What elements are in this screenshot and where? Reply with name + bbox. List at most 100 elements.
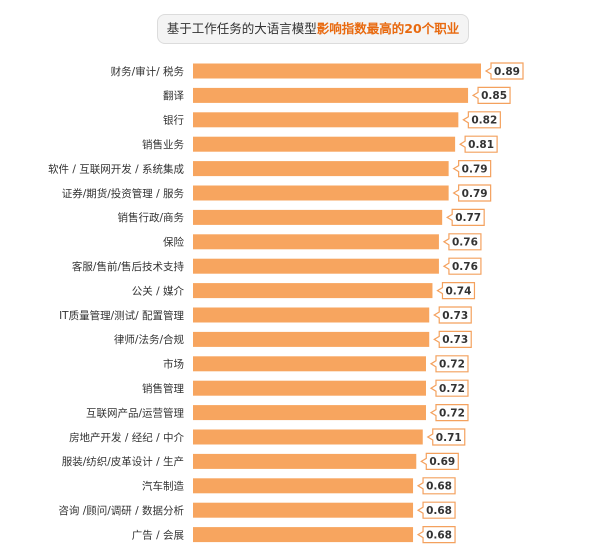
bar-row: 广告 / 会展 0.68 [132,526,456,544]
bar [193,429,423,445]
value-label: 0.68 [426,529,452,541]
value-callout [416,526,456,544]
value-callout [471,86,511,104]
bar-row: 银行 0.82 [163,111,501,129]
value-label: 0.79 [462,163,488,175]
bar-row: 销售业务 0.81 [142,135,498,153]
bar-row: 财务/审计/ 税务 0.89 [111,62,524,80]
value-label: 0.73 [442,310,468,322]
bar [193,234,439,250]
category-label: 汽车制造 [142,480,184,493]
value-callout [452,184,492,202]
category-label: IT质量管理/测试/ 配置管理 [59,309,184,322]
category-label: 销售管理 [142,382,184,395]
value-callout [452,160,492,178]
bar [193,478,414,494]
bar [193,185,449,201]
bar [193,307,430,323]
value-label: 0.68 [426,481,452,493]
value-label: 0.82 [471,115,497,127]
bar [193,380,426,396]
category-label: 咨询 /顾问/调研 / 数据分析 [58,504,184,517]
value-callout [420,452,459,470]
value-callout [442,257,482,275]
value-callout [416,477,456,495]
value-callout [429,404,469,422]
chart-title-highlight: 影响指数最高的20个职业 [316,21,460,36]
value-callout [484,62,524,80]
chart-title: 基于工作任务的大语言模型影响指数最高的20个职业 [157,14,469,44]
value-callout [433,306,472,324]
bar-row: 公关 / 媒介 0.74 [132,282,476,300]
category-label: 银行 [163,114,184,127]
bar [193,136,456,152]
category-label: 广告 / 会展 [132,528,185,541]
value-callout [458,135,498,153]
value-label: 0.72 [439,359,465,371]
bar-row: 房地产开发 / 经纪 / 中介 0.71 [69,428,466,446]
bar [193,258,439,274]
bar-row: 汽车制造 0.68 [142,477,456,495]
value-callout [433,330,472,348]
bar-row: 证券/期货/投资管理 / 服务 0.79 [62,184,492,202]
value-label: 0.73 [442,334,468,346]
bar-row: 翻译 0.85 [163,86,511,104]
category-label: 软件 / 互联网开发 / 系统集成 [48,162,184,175]
bar-row: 销售管理 0.72 [142,379,469,397]
category-label: 保险 [163,236,184,249]
bar-row: 律师/法务/合规 0.73 [114,330,472,348]
category-label: 证券/期货/投资管理 / 服务 [62,187,185,200]
value-label: 0.72 [439,383,465,395]
bar [193,405,426,421]
bar [193,356,426,372]
value-callout [426,428,466,446]
bar-row: 服装/纺织/皮革设计 / 生产 0.69 [62,452,459,470]
category-label: 市场 [163,358,184,371]
category-label: 公关 / 媒介 [132,284,185,297]
value-callout [416,501,456,519]
category-label: 财务/审计/ 税务 [111,65,185,78]
bar-row: 市场 0.72 [163,355,469,373]
bar [193,112,459,128]
category-label: 销售行政/商务 [117,211,184,224]
value-callout [446,208,485,226]
value-label: 0.71 [436,432,462,444]
bar-row: 软件 / 互联网开发 / 系统集成 0.79 [48,160,492,178]
value-label: 0.76 [452,261,478,273]
category-label: 翻译 [163,89,184,102]
value-label: 0.76 [452,237,478,249]
category-label: 互联网产品/运营管理 [86,406,185,419]
category-label: 律师/法务/合规 [114,333,185,346]
category-label: 销售业务 [142,138,184,151]
bar-row: 销售行政/商务 0.77 [117,208,485,226]
bar-row: 客服/售前/售后技术支持 0.76 [72,257,482,275]
bar [193,527,414,543]
bar [193,87,469,103]
category-label: 房地产开发 / 经纪 / 中介 [69,431,184,444]
bar-row: 咨询 /顾问/调研 / 数据分析 0.68 [58,501,456,519]
bar-row: 保险 0.76 [163,233,482,251]
value-label: 0.85 [481,90,507,102]
value-label: 0.77 [455,212,481,224]
bar [193,502,414,518]
value-label: 0.68 [426,505,452,517]
value-callout [442,233,482,251]
category-label: 服装/纺织/皮革设计 / 生产 [62,455,184,468]
bar [193,283,433,299]
value-callout [436,282,476,300]
bar [193,331,430,347]
bar-row: 互联网产品/运营管理 0.72 [86,404,469,422]
bar [193,161,449,177]
value-callout [429,355,469,373]
bar [193,453,417,469]
value-label: 0.89 [494,66,520,78]
value-label: 0.74 [445,285,471,297]
bar [193,209,443,225]
bar [193,63,481,79]
value-label: 0.81 [468,139,494,151]
category-label: 客服/售前/售后技术支持 [72,260,185,273]
value-callout [429,379,469,397]
chart-title-prefix: 基于工作任务的大语言模型 [166,21,317,36]
